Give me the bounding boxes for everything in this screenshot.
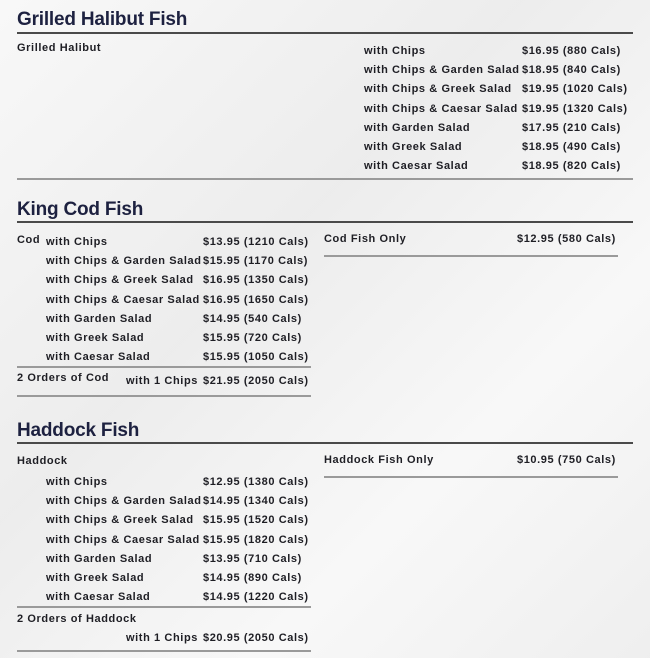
item-divider xyxy=(324,255,618,257)
option-price: $12.95 (1380 Cals) xyxy=(203,476,309,488)
double-order-option: with 1 Chips xyxy=(126,375,198,388)
option-label: with Chips xyxy=(364,45,426,57)
option-price: $15.95 (1820 Cals) xyxy=(203,533,309,546)
option-price: $16.95 (1350 Cals) xyxy=(203,274,309,287)
option-price: $14.95 (540 Cals) xyxy=(203,312,302,325)
section-divider xyxy=(17,221,633,223)
section-title-haddock: Haddock Fish xyxy=(17,420,140,441)
option-label: with Chips & Caesar Salad xyxy=(364,102,518,115)
option-label: with Greek Salad xyxy=(364,141,463,153)
option-label: with Garden Salad xyxy=(46,312,153,325)
section-divider xyxy=(17,178,633,180)
option-price: $14.95 (1340 Cals) xyxy=(203,495,309,508)
option-label: with Chips xyxy=(46,236,108,248)
option-price: $16.95 (1650 Cals) xyxy=(203,293,309,306)
option-price: $18.95 (490 Cals) xyxy=(522,141,621,153)
option-price: $15.95 (1050 Cals) xyxy=(203,351,309,364)
item-name-halibut: Grilled Halibut xyxy=(17,42,102,54)
option-label: with Chips & Caesar Salad xyxy=(46,533,200,546)
item-divider xyxy=(324,476,618,478)
item-name-cod: Cod xyxy=(17,234,41,246)
option-label: with Caesar Salad xyxy=(46,591,151,604)
option-price: $15.95 (1520 Cals) xyxy=(203,514,309,527)
section-title-cod: King Cod Fish xyxy=(17,199,144,220)
option-price: $14.95 (1220 Cals) xyxy=(203,591,309,604)
option-price: $18.95 (840 Cals) xyxy=(522,64,621,77)
option-label: with Greek Salad xyxy=(46,332,145,344)
option-label: with Chips & Greek Salad xyxy=(46,274,194,287)
item-divider xyxy=(17,606,311,609)
option-price: $15.95 (720 Cals) xyxy=(203,332,302,344)
double-order-price: $20.95 (2050 Cals) xyxy=(203,632,309,645)
item-divider xyxy=(17,366,311,369)
section-divider xyxy=(17,32,633,34)
option-price: $15.95 (1170 Cals) xyxy=(203,255,308,268)
double-order-label: 2 Orders of Cod xyxy=(17,372,110,385)
section-divider xyxy=(17,442,633,444)
item-divider xyxy=(17,650,311,653)
option-label: with Garden Salad xyxy=(364,121,471,134)
option-label: with Chips & Greek Salad xyxy=(46,514,194,527)
option-label: with Chips & Garden Salad xyxy=(46,495,202,508)
option-label: with Chips & Garden Salad xyxy=(364,64,520,77)
option-price: $19.95 (1020 Cals) xyxy=(522,83,628,96)
fish-only-label: Cod Fish Only xyxy=(324,233,407,245)
option-label: with Chips xyxy=(46,476,108,488)
double-order-option: with 1 Chips xyxy=(126,632,198,645)
option-label: with Garden Salad xyxy=(46,552,153,565)
option-label: with Chips & Caesar Salad xyxy=(46,293,200,306)
option-label: with Caesar Salad xyxy=(46,351,151,364)
option-price: $14.95 (890 Cals) xyxy=(203,572,302,584)
item-name-haddock: Haddock xyxy=(17,455,68,467)
fish-only-label: Haddock Fish Only xyxy=(324,454,434,466)
option-price: $13.95 (710 Cals) xyxy=(203,552,302,565)
option-label: with Caesar Salad xyxy=(364,160,469,173)
double-order-price: $21.95 (2050 Cals) xyxy=(203,375,309,388)
item-divider xyxy=(17,395,311,398)
option-price: $18.95 (820 Cals) xyxy=(522,160,621,173)
option-price: $13.95 (1210 Cals) xyxy=(203,236,309,248)
fish-only-price: $10.95 (750 Cals) xyxy=(517,454,616,466)
section-title-halibut: Grilled Halibut Fish xyxy=(17,9,188,30)
option-label: with Chips & Greek Salad xyxy=(364,83,512,96)
double-order-label: 2 Orders of Haddock xyxy=(17,613,137,626)
option-label: with Greek Salad xyxy=(46,572,145,584)
option-price: $17.95 (210 Cals) xyxy=(522,121,621,134)
option-price: $19.95 (1320 Cals) xyxy=(522,102,628,115)
fish-only-price: $12.95 (580 Cals) xyxy=(517,233,616,245)
option-price: $16.95 (880 Cals) xyxy=(522,45,621,57)
option-label: with Chips & Garden Salad xyxy=(46,255,202,268)
